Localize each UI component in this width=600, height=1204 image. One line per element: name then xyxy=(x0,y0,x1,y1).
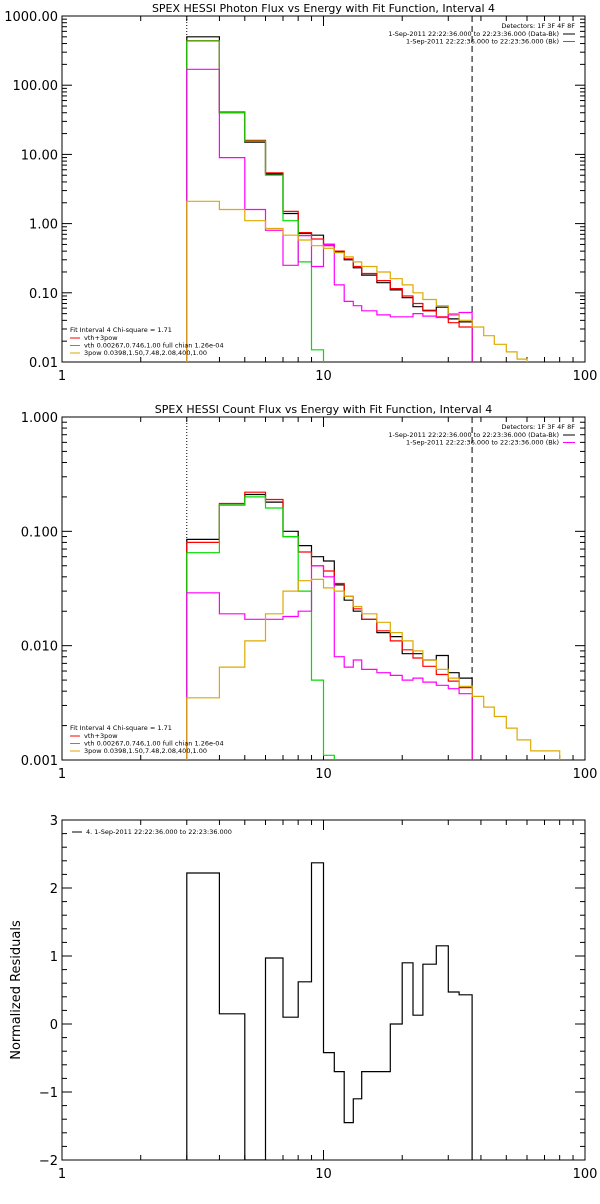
chart-title: SPEX HESSI Count Flux vs Energy with Fit… xyxy=(155,403,492,416)
x-tick-label: 100 xyxy=(573,767,598,782)
legend-label: vth+3pow xyxy=(84,732,118,740)
legend-label: 4. 1-Sep-2011 22:22:36.000 to 22:23:36.0… xyxy=(86,828,232,836)
x-tick-label: 100 xyxy=(573,1167,598,1182)
x-tick-label: 1 xyxy=(58,1167,66,1182)
x-axis: 1 10 100 xyxy=(58,820,598,1182)
y-tick-label: 2 xyxy=(50,882,58,897)
y-tick-label: 100.00 xyxy=(13,79,59,94)
legend-header: Detectors: 1F 3F 4F 8F xyxy=(501,423,575,431)
y-tick-label: 0.10 xyxy=(29,287,58,302)
series-line-0 xyxy=(186,862,473,1160)
plot-frame xyxy=(61,15,586,363)
chart-title: SPEX HESSI Photon Flux vs Energy with Fi… xyxy=(152,2,495,15)
legend-header: Fit Interval 4 Chi-square = 1.71 xyxy=(70,326,172,334)
series-line-2 xyxy=(186,496,335,760)
legend-label: vth 0.00267,0.746,1.00 full chian 1.26e-… xyxy=(84,740,224,748)
y-axis: 1000.00 100.00 10.00 1.00 0.10 0.01 xyxy=(4,10,585,371)
y-tick-label: −1 xyxy=(39,1086,58,1101)
x-tick-label: 10 xyxy=(315,767,332,782)
legend-header: Detectors: 1F 3F 4F 8F xyxy=(501,22,575,30)
series-line-0 xyxy=(186,36,473,362)
series-group xyxy=(186,36,528,362)
x-axis: 1 10 100 xyxy=(58,417,598,782)
y-tick-label: 1000.00 xyxy=(4,10,58,25)
legend-header: Fit Interval 4 Chi-square = 1.71 xyxy=(70,724,172,732)
series-group xyxy=(186,491,561,760)
x-tick-label: 10 xyxy=(315,369,332,384)
photon-flux-panel: SPEX HESSI Photon Flux vs Energy with Fi… xyxy=(0,0,600,400)
y-axis: 3 2 1 0 −1 −2 xyxy=(39,814,585,1169)
legend-label: 3pow 0.0398,1.50,7.48,2.08,400,1.00 xyxy=(84,349,207,357)
legend-label: vth+3pow xyxy=(84,334,118,342)
y-tick-label: 0 xyxy=(50,1018,58,1033)
x-tick-label: 1 xyxy=(58,767,66,782)
y-tick-label: 0.01 xyxy=(29,356,58,371)
x-tick-label: 1 xyxy=(58,369,66,384)
legend: 4. 1-Sep-2011 22:22:36.000 to 22:23:36.0… xyxy=(72,828,232,836)
y-axis-label: Normalized Residuals xyxy=(9,920,24,1060)
y-tick-label: 3 xyxy=(50,814,58,829)
count-flux-panel: SPEX HESSI Count Flux vs Energy with Fit… xyxy=(0,400,600,800)
series-line-4 xyxy=(186,578,561,760)
legend: Fit Interval 4 Chi-square = 1.71vth+3pow… xyxy=(70,326,224,357)
series-line-4 xyxy=(186,200,528,362)
y-tick-label: 0.001 xyxy=(21,754,58,769)
legend: Fit Interval 4 Chi-square = 1.71vth+3pow… xyxy=(70,724,224,755)
x-tick-label: 10 xyxy=(315,1167,332,1182)
legend-label: 1-Sep-2011 22:22:36.000 to 22:23:36.000 … xyxy=(388,30,559,38)
legend: Detectors: 1F 3F 4F 8F1-Sep-2011 22:22:3… xyxy=(388,423,575,447)
y-tick-label: 1.000 xyxy=(21,411,58,426)
series-line-1 xyxy=(186,491,473,760)
legend-label: 3pow 0.0398,1.50,7.48,2.08,400,1.00 xyxy=(84,747,207,755)
series-line-3 xyxy=(186,565,473,760)
y-tick-label: 1 xyxy=(50,950,58,965)
legend: Detectors: 1F 3F 4F 8F1-Sep-2011 22:22:3… xyxy=(388,22,575,46)
legend-label: 1-Sep-2011 22:22:36.000 to 22:23:36.000 … xyxy=(406,38,559,46)
y-tick-label: 0.010 xyxy=(21,640,58,655)
x-tick-label: 100 xyxy=(573,369,598,384)
series-line-1 xyxy=(186,40,473,362)
series-line-2 xyxy=(186,40,325,362)
series-group xyxy=(186,862,473,1160)
y-axis: 1.000 0.100 0.010 0.001 xyxy=(21,411,585,769)
legend-label: 1-Sep-2011 22:22:36.000 to 22:23:36.000 … xyxy=(406,439,559,447)
series-line-3 xyxy=(186,68,473,362)
y-tick-label: 1.00 xyxy=(29,218,58,233)
legend-label: 1-Sep-2011 22:22:36.000 to 22:23:36.000 … xyxy=(388,431,559,439)
residuals-panel: 1 10 100 3 2 1 0 −1 −2 Normalized Residuals 4. 1-S… xyxy=(0,800,600,1200)
y-tick-label: −2 xyxy=(39,1154,58,1169)
series-line-0 xyxy=(186,493,473,760)
count-flux-chart: SPEX HESSI Count Flux vs Energy with Fit… xyxy=(21,403,598,782)
photon-flux-chart: SPEX HESSI Photon Flux vs Energy with Fi… xyxy=(4,2,598,384)
y-tick-label: 10.00 xyxy=(21,148,58,163)
y-tick-label: 0.100 xyxy=(21,525,58,540)
legend-label: vth 0.00267,0.746,1.00 full chian 1.26e-… xyxy=(84,342,224,350)
